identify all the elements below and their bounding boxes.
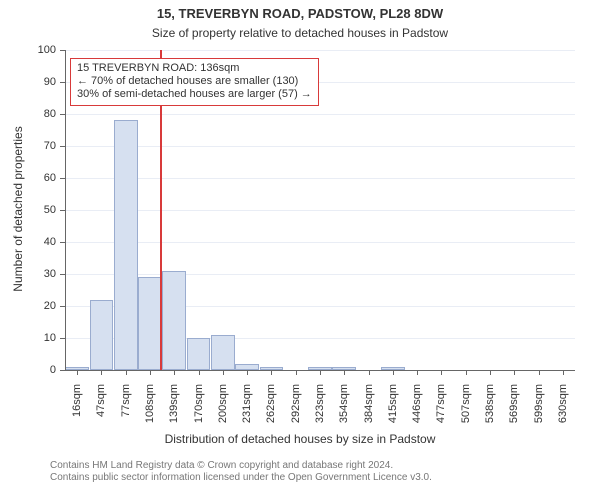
gridline [65, 178, 575, 179]
histogram-bar [90, 300, 114, 370]
y-axis-line [65, 50, 66, 370]
xtick-label: 630sqm [557, 384, 569, 434]
xtick-label: 384sqm [363, 384, 375, 434]
footer-line-2: Contains public sector information licen… [50, 472, 590, 484]
annotation-line: ← 70% of detached houses are smaller (13… [77, 75, 312, 88]
ytick-label: 50 [0, 204, 56, 216]
xtick-label: 507sqm [460, 384, 472, 434]
xtick-label: 139sqm [168, 384, 180, 434]
xtick-label: 108sqm [144, 384, 156, 434]
gridline [65, 114, 575, 115]
xtick-label: 446sqm [411, 384, 423, 434]
xtick-label: 16sqm [71, 384, 83, 434]
histogram-bar [162, 271, 186, 370]
histogram-bar [187, 338, 211, 370]
ytick-label: 90 [0, 76, 56, 88]
xtick-label: 415sqm [387, 384, 399, 434]
footer-line-1: Contains HM Land Registry data © Crown c… [50, 460, 590, 472]
xtick-label: 77sqm [120, 384, 132, 434]
annotation-line: 30% of semi-detached houses are larger (… [77, 88, 312, 101]
histogram-bar [211, 335, 235, 370]
gridline [65, 274, 575, 275]
histogram-bar [114, 120, 138, 370]
xtick-label: 477sqm [435, 384, 447, 434]
xtick-label: 569sqm [508, 384, 520, 434]
xtick-label: 599sqm [533, 384, 545, 434]
histogram-bar [138, 277, 162, 370]
gridline [65, 210, 575, 211]
annotation-line: 15 TREVERBYN ROAD: 136sqm [77, 62, 312, 75]
chart-title-main: 15, TREVERBYN ROAD, PADSTOW, PL28 8DW [0, 6, 600, 21]
xtick-label: 354sqm [338, 384, 350, 434]
xtick-label: 200sqm [217, 384, 229, 434]
xtick-label: 231sqm [241, 384, 253, 434]
xtick-label: 292sqm [290, 384, 302, 434]
x-axis-line [65, 370, 575, 371]
xtick-label: 170sqm [193, 384, 205, 434]
ytick-label: 40 [0, 236, 56, 248]
ytick-label: 100 [0, 44, 56, 56]
chart-title-sub: Size of property relative to detached ho… [0, 26, 600, 40]
ytick-label: 70 [0, 140, 56, 152]
annotation-box: 15 TREVERBYN ROAD: 136sqm← 70% of detach… [70, 58, 319, 106]
xtick-label: 47sqm [95, 384, 107, 434]
x-axis-label: Distribution of detached houses by size … [0, 432, 600, 446]
gridline [65, 242, 575, 243]
plot-area: 15 TREVERBYN ROAD: 136sqm← 70% of detach… [65, 50, 575, 370]
xtick-label: 262sqm [265, 384, 277, 434]
ytick-label: 30 [0, 268, 56, 280]
footer-attribution: Contains HM Land Registry data © Crown c… [50, 460, 590, 484]
ytick-label: 80 [0, 108, 56, 120]
ytick-label: 20 [0, 300, 56, 312]
ytick-label: 10 [0, 332, 56, 344]
gridline [65, 50, 575, 51]
ytick-label: 60 [0, 172, 56, 184]
xtick-label: 538sqm [484, 384, 496, 434]
gridline [65, 146, 575, 147]
xtick-label: 323sqm [314, 384, 326, 434]
ytick-label: 0 [0, 364, 56, 376]
